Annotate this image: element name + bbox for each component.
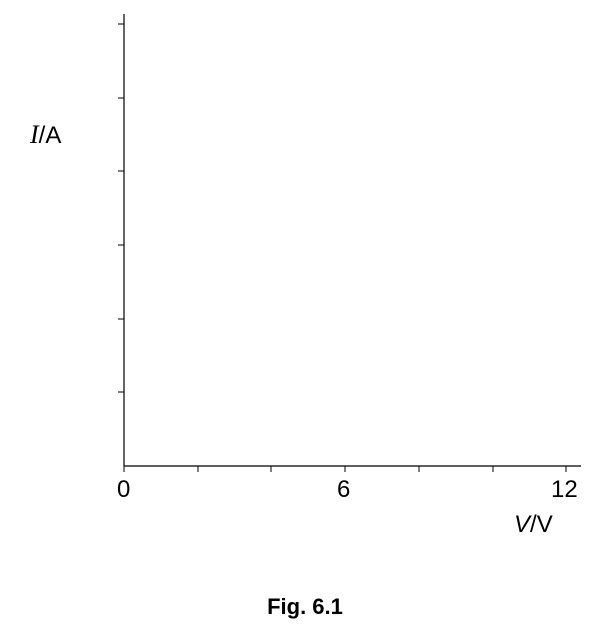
- x-tick-label-6: 6: [337, 476, 351, 503]
- x-axis-symbol: V: [514, 511, 531, 538]
- y-axis-separator: /: [38, 122, 46, 149]
- x-axis-unit: V: [536, 511, 553, 538]
- y-axis-symbol: I: [30, 120, 39, 149]
- x-tick-label-0: 0: [117, 476, 131, 503]
- x-axis-label: V/V: [514, 513, 553, 537]
- x-axis-separator: /: [530, 511, 537, 538]
- y-axis-label: I/A: [30, 122, 61, 148]
- figure-caption: Fig. 6.1: [267, 594, 343, 619]
- x-tick-label-12: 12: [551, 476, 578, 503]
- y-axis-unit: A: [45, 122, 62, 149]
